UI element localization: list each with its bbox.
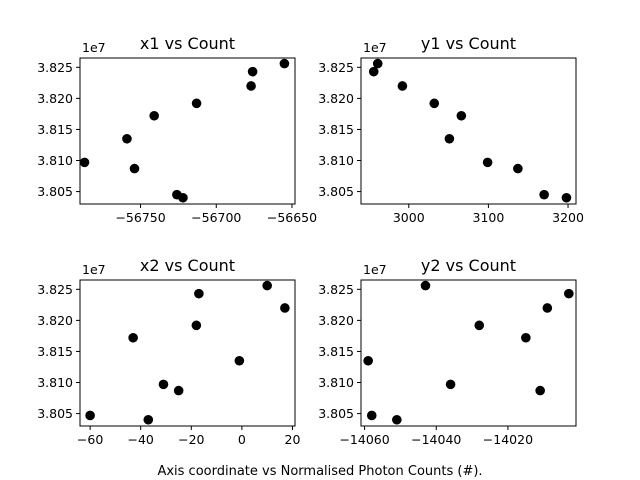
- data-point: [482, 157, 493, 168]
- data-point: [85, 410, 95, 421]
- data-point: [128, 332, 138, 343]
- data-point: [173, 385, 184, 396]
- data-point: [246, 81, 256, 91]
- x-tick-label: 0: [238, 432, 246, 447]
- data-point: [420, 280, 431, 291]
- y-tick-label: 3.810: [37, 153, 73, 168]
- y-tick-label: 3.820: [37, 313, 73, 328]
- data-point: [368, 66, 379, 77]
- data-point: [445, 379, 456, 390]
- axes-frame: [360, 57, 577, 205]
- y-multiplier-label: 1e7: [363, 40, 387, 55]
- data-point: [158, 379, 169, 390]
- y-tick-label: 3.810: [318, 375, 354, 390]
- y-tick-label: 3.815: [318, 344, 354, 359]
- panel-y2: y2 vs Count 1e7 −14060 −14040 −14020 3.805 3.8…: [318, 256, 577, 447]
- data-point: [444, 133, 455, 144]
- y-tick-label: 3.815: [37, 122, 73, 137]
- y-tick-label: 3.810: [37, 375, 73, 390]
- data-point: [474, 320, 485, 331]
- data-point: [79, 157, 90, 168]
- panel-title: x2 vs Count: [140, 256, 235, 275]
- y-tick-label: 3.815: [37, 344, 73, 359]
- data-point: [129, 163, 140, 174]
- data-point: [247, 66, 258, 77]
- x-tick-label: −14020: [483, 432, 533, 447]
- y-tick-label: 3.825: [37, 282, 73, 297]
- y-tick-label: 3.805: [318, 406, 354, 421]
- data-point: [397, 81, 408, 91]
- y-tick-label: 3.805: [37, 184, 73, 199]
- x-tick-label: −14040: [411, 432, 461, 447]
- axes-frame: [79, 279, 296, 427]
- x-tick-label: 20: [285, 432, 301, 447]
- data-point: [366, 410, 377, 421]
- y-tick-label: 3.820: [37, 91, 73, 106]
- x-tick-label: 3200: [552, 210, 584, 225]
- data-point: [564, 288, 574, 299]
- data-point: [561, 192, 572, 203]
- data-point: [191, 320, 202, 331]
- x-tick-label: −20: [178, 432, 204, 447]
- data-point: [234, 355, 245, 366]
- data-point: [262, 280, 272, 291]
- data-point: [513, 163, 523, 174]
- data-point: [456, 110, 467, 121]
- x-tick-label: −56650: [267, 210, 317, 225]
- data-point: [122, 133, 132, 144]
- data-point: [149, 110, 159, 121]
- data-point: [194, 288, 204, 299]
- axes-frame: [79, 57, 296, 205]
- x-tick-label: −40: [128, 432, 154, 447]
- y-tick-label: 3.805: [37, 406, 73, 421]
- data-point: [521, 332, 531, 343]
- data-point: [191, 98, 202, 109]
- y-tick-label: 3.820: [318, 313, 354, 328]
- axes-frame: [360, 279, 577, 427]
- panel-x1: x1 vs Count 1e7 −56750 −56700 −56650 3.805 3.8…: [37, 34, 317, 225]
- data-point: [535, 385, 545, 396]
- x-tick-label: −14060: [339, 432, 389, 447]
- x-tick-label: 3000: [393, 210, 425, 225]
- panel-title: y1 vs Count: [421, 34, 516, 53]
- data-point: [178, 192, 188, 203]
- figure-caption: Axis coordinate vs Normalised Photon Cou…: [157, 464, 482, 479]
- data-point: [392, 414, 402, 425]
- y-tick-label: 3.805: [318, 184, 354, 199]
- y-multiplier-label: 1e7: [82, 262, 106, 277]
- y-multiplier-label: 1e7: [82, 40, 106, 55]
- x-tick-label: −60: [77, 432, 103, 447]
- data-point: [372, 58, 383, 69]
- x-tick-label: −56750: [115, 210, 165, 225]
- panel-x2: x2 vs Count 1e7 −60 −40 −20 0 20 3.805 3.810 3.81…: [37, 256, 300, 447]
- y-multiplier-label: 1e7: [363, 262, 387, 277]
- data-point: [429, 98, 440, 109]
- data-point: [363, 355, 373, 366]
- y-tick-label: 3.810: [318, 153, 354, 168]
- y-tick-label: 3.825: [318, 60, 354, 75]
- data-point: [542, 303, 553, 313]
- data-point: [539, 189, 549, 200]
- y-tick-label: 3.825: [318, 282, 354, 297]
- data-point: [143, 414, 154, 425]
- panel-title: y2 vs Count: [421, 256, 516, 275]
- y-tick-label: 3.820: [318, 91, 354, 106]
- data-point: [279, 58, 290, 69]
- y-tick-label: 3.815: [318, 122, 354, 137]
- y-tick-label: 3.825: [37, 60, 73, 75]
- data-point: [280, 303, 290, 313]
- x-tick-label: −56700: [191, 210, 241, 225]
- x-tick-label: 3100: [473, 210, 505, 225]
- panel-title: x1 vs Count: [140, 34, 235, 53]
- panel-y1: y1 vs Count 1e7 3000 3100 3200 3.805 3.810 3.81…: [318, 34, 584, 225]
